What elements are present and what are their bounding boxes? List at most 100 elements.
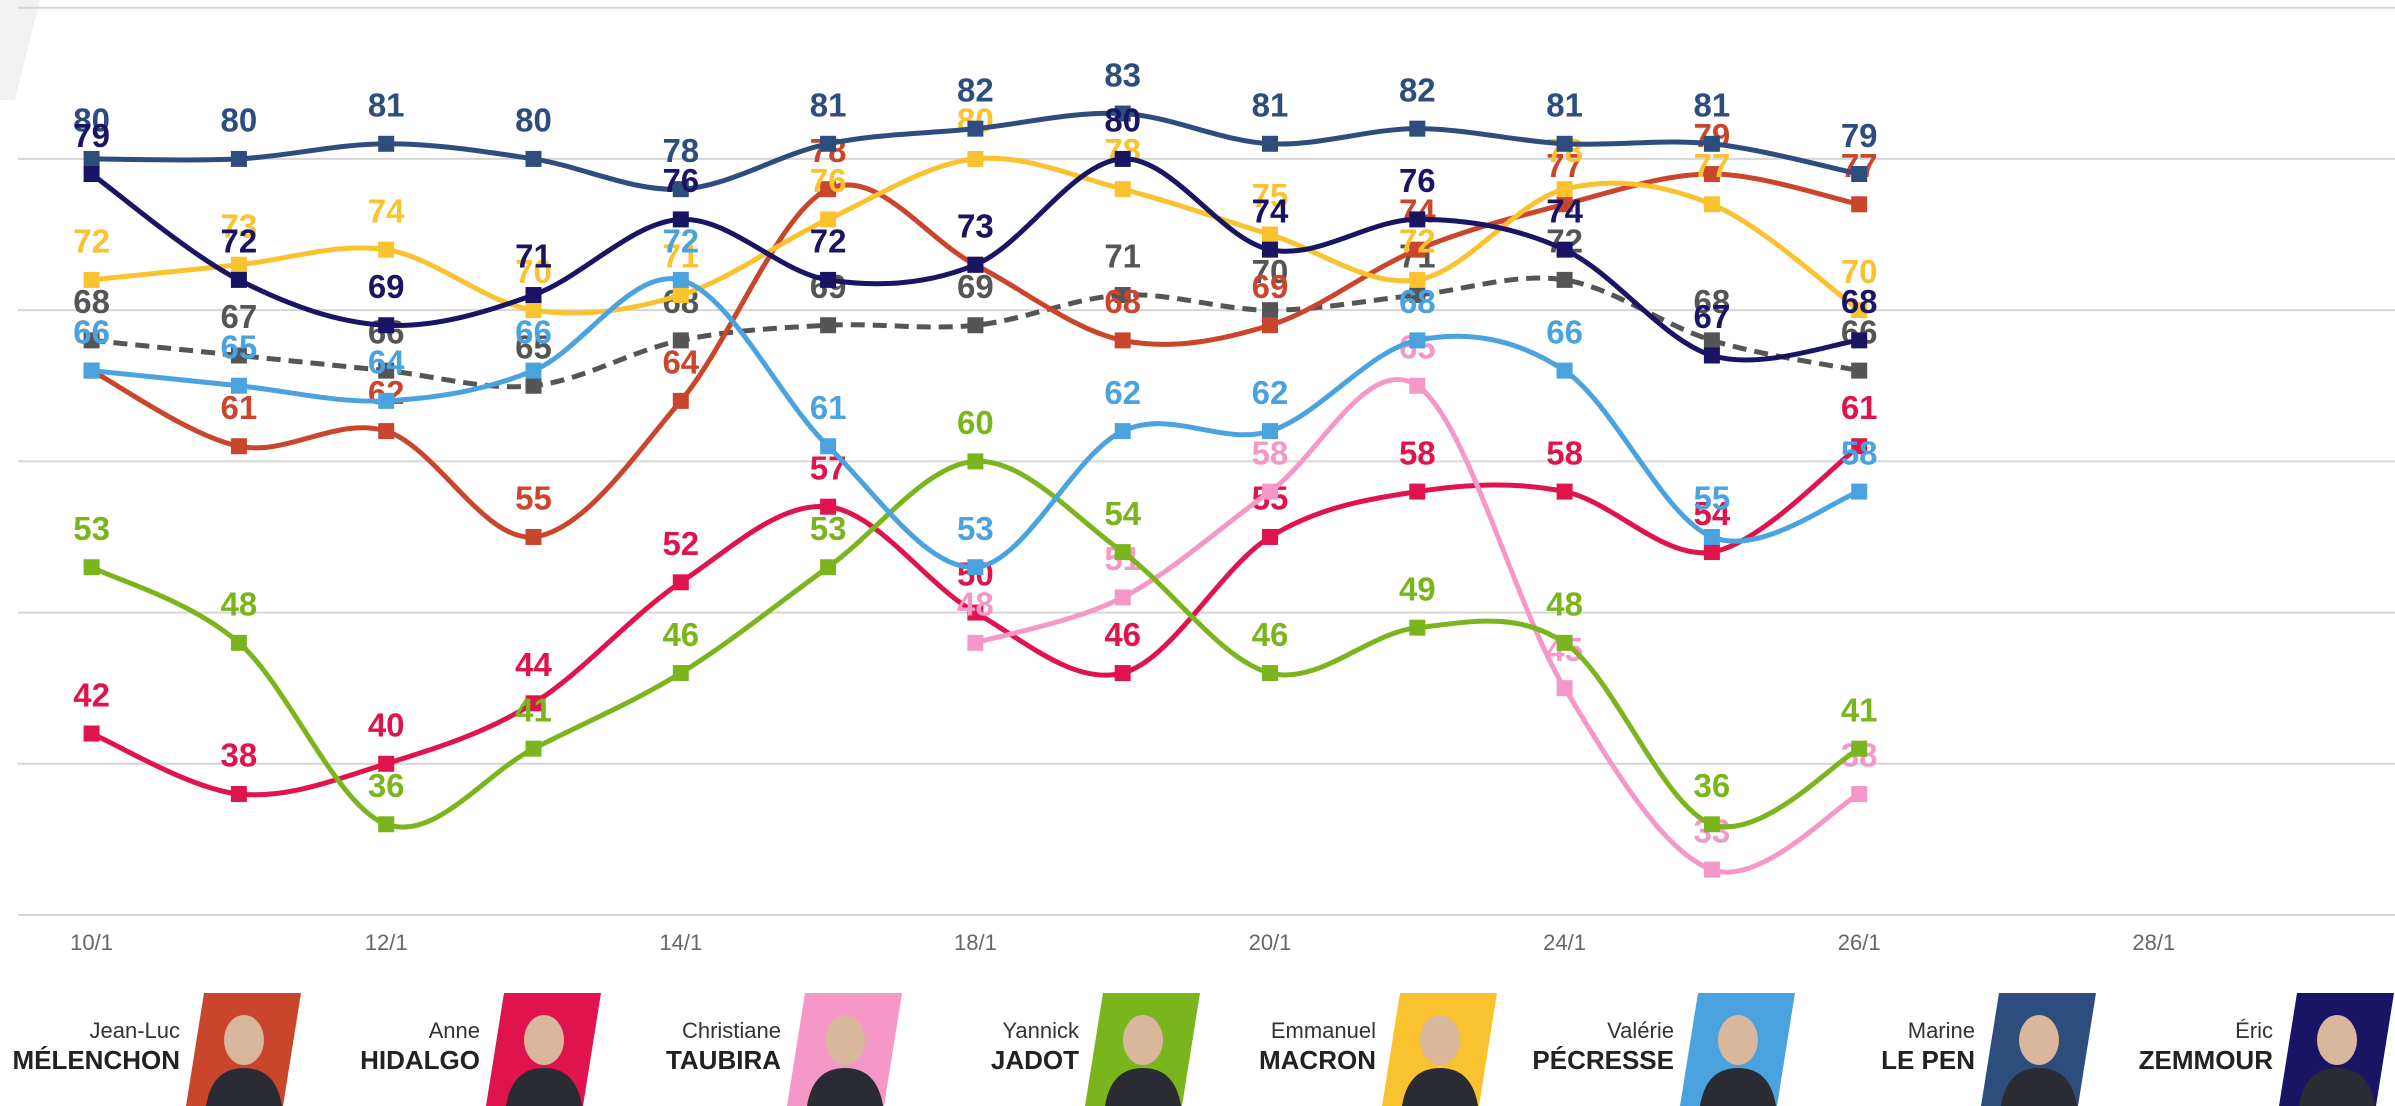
data-label: 44 [515,646,552,683]
data-label: 73 [957,207,994,244]
data-point [820,559,836,575]
legend-name: PÉCRESSE [1532,1045,1674,1075]
chart: 10/112/114/118/120/124/126/128/168676665… [0,0,2395,1106]
legend-name: MÉLENCHON [12,1045,180,1075]
data-point [84,726,100,742]
data-point [1704,816,1720,832]
data-label: 81 [810,87,847,124]
data-point [84,559,100,575]
data-point [1409,620,1425,636]
legend-first-name: Anne [429,1018,480,1043]
data-point [673,665,689,681]
data-point [378,423,394,439]
decoration [0,0,40,100]
data-point [820,136,836,152]
data-point [967,453,983,469]
data-point [673,211,689,227]
legend-name: MACRON [1259,1045,1376,1075]
legend-first-name: Christiane [682,1018,781,1043]
data-point [673,574,689,590]
data-label: 81 [1546,87,1583,124]
data-label: 41 [1841,691,1878,728]
photo-head [2317,1015,2357,1065]
photo-head [1718,1015,1758,1065]
legend-name: HIDALGO [360,1045,480,1075]
data-label: 53 [957,510,994,547]
data-label: 66 [515,313,552,350]
x-tick-label: 10/1 [70,930,113,955]
data-point [1851,484,1867,500]
data-point [1262,484,1278,500]
data-label: 72 [1399,223,1436,260]
legend-first-name: Yannick [1002,1018,1080,1043]
data-point [1115,665,1131,681]
data-label: 61 [221,389,258,426]
data-point [526,151,542,167]
data-point [378,816,394,832]
data-label: 82 [957,71,994,108]
data-point [526,378,542,394]
data-label: 46 [662,616,699,653]
data-label: 58 [1546,434,1583,471]
legend-first-name: Jean-Luc [89,1018,180,1043]
data-point [1409,484,1425,500]
data-point [378,393,394,409]
data-point [1557,272,1573,288]
data-point [820,317,836,333]
data-point [1262,665,1278,681]
data-point [967,121,983,137]
data-point [967,151,983,167]
data-point [526,363,542,379]
data-label: 53 [810,510,847,547]
data-label: 62 [1252,374,1289,411]
data-point [1262,317,1278,333]
legend-name: ZEMMOUR [2139,1045,2274,1075]
data-label: 77 [1694,147,1731,184]
data-label: 54 [1104,495,1141,532]
data-point [967,559,983,575]
data-label: 69 [368,268,405,305]
data-label: 64 [662,344,699,381]
data-label: 58 [1841,434,1878,471]
photo-head [1420,1015,1460,1065]
data-label: 55 [515,480,552,517]
data-label: 40 [368,707,405,744]
data-label: 61 [810,389,847,426]
data-point [1704,136,1720,152]
data-label: 72 [73,223,110,260]
data-point [1851,741,1867,757]
data-label: 74 [1546,192,1583,229]
data-point [1115,151,1131,167]
data-point [1851,363,1867,379]
x-tick-label: 14/1 [659,930,702,955]
data-point [1409,332,1425,348]
data-label: 57 [810,449,847,486]
data-label: 83 [1104,56,1141,93]
data-point [1704,347,1720,363]
data-point [231,438,247,454]
x-tick-label: 12/1 [365,930,408,955]
data-label: 71 [515,238,552,275]
data-point [1557,680,1573,696]
data-label: 80 [221,102,258,139]
data-point [1409,211,1425,227]
data-point [1557,136,1573,152]
data-point [231,378,247,394]
data-label: 82 [1399,71,1436,108]
data-label: 81 [368,87,405,124]
x-tick-label: 28/1 [2132,930,2175,955]
data-label: 46 [1104,616,1141,653]
data-label: 48 [221,586,258,623]
data-label: 76 [1399,162,1436,199]
data-label: 60 [957,404,994,441]
data-point [967,257,983,273]
data-label: 58 [1399,434,1436,471]
data-point [1704,862,1720,878]
data-point [673,287,689,303]
data-point [84,272,100,288]
data-point [1115,332,1131,348]
data-point [526,529,542,545]
legend-name: TAUBIRA [666,1045,781,1075]
data-label: 69 [1252,268,1289,305]
data-label: 80 [515,102,552,139]
